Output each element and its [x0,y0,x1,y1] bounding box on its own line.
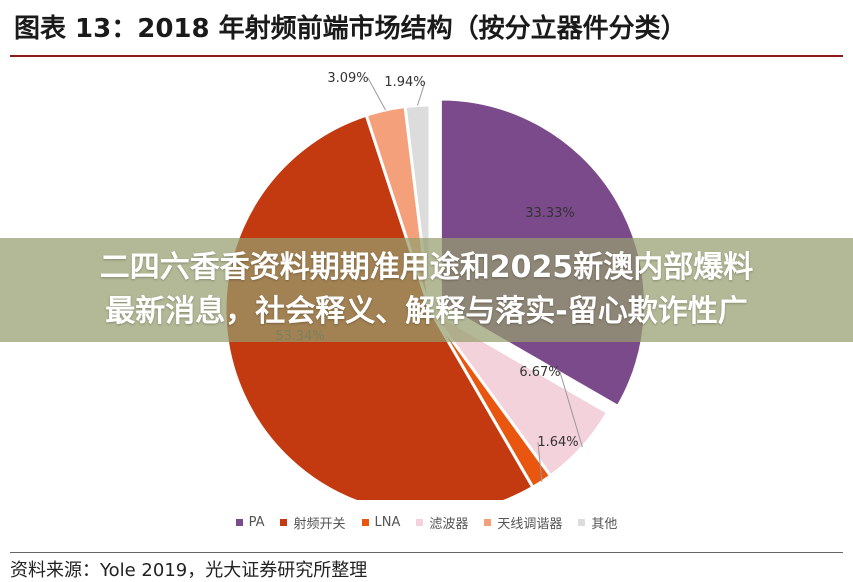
data-label-other: 1.94% [384,75,425,90]
legend-swatch-other [578,518,586,526]
legend-item-other: 其他 [578,513,617,532]
source-divider [10,552,843,553]
legend-label-antenna-tuner: 天线调谐器 [497,516,563,532]
leader-line-antenna-tuner [367,77,386,111]
legend-label-pa: PA [248,514,265,530]
legend-item-rf-switch: 射频开关 [280,513,346,532]
legend-swatch-rf-switch [280,518,288,526]
data-label-filter: 6.67% [519,365,560,380]
legend-label-lna: LNA [374,514,401,530]
legend-swatch-filter [416,518,424,526]
legend-swatch-antenna-tuner [484,518,492,526]
overlay-line-2: 最新消息，社会释义、解释与落实-留心欺诈性广 [105,294,748,329]
data-label-pa: 33.33% [525,206,575,221]
legend-swatch-pa [235,518,243,526]
leader-line-other [417,81,426,106]
legend-item-antenna-tuner: 天线调谐器 [484,513,562,532]
overlay-line-1: 二四六香香资料期期准用途和2025新澳内部爆料 [99,250,754,285]
legend-item-filter: 滤波器 [416,513,468,532]
leader-line-filter [559,371,583,448]
overlay-banner: 二四六香香资料期期准用途和2025新澳内部爆料 最新消息，社会释义、解释与落实-… [0,238,853,342]
page-title: 图表 13：2018 年射频前端市场结构（按分立器件分类） [14,13,687,44]
legend-label-other: 其他 [591,516,618,532]
legend-item-lna: LNA [361,514,401,530]
title-bar: 图表 13：2018 年射频前端市场结构（按分立器件分类） [0,0,853,52]
title-divider [10,55,843,57]
data-label-lna: 1.64% [537,435,578,450]
data-label-antenna-tuner: 3.09% [327,71,368,86]
source-note: 资料来源：Yole 2019，光大证券研究所整理 [10,560,368,581]
legend-label-filter: 滤波器 [429,516,469,532]
legend-item-pa: PA [235,514,265,530]
chart-legend: PA 射频开关 LNA 滤波器 天线调谐器 其他 [0,512,853,532]
leader-line-lna [537,441,543,482]
legend-label-rf-switch: 射频开关 [293,516,346,532]
legend-swatch-lna [361,518,369,526]
